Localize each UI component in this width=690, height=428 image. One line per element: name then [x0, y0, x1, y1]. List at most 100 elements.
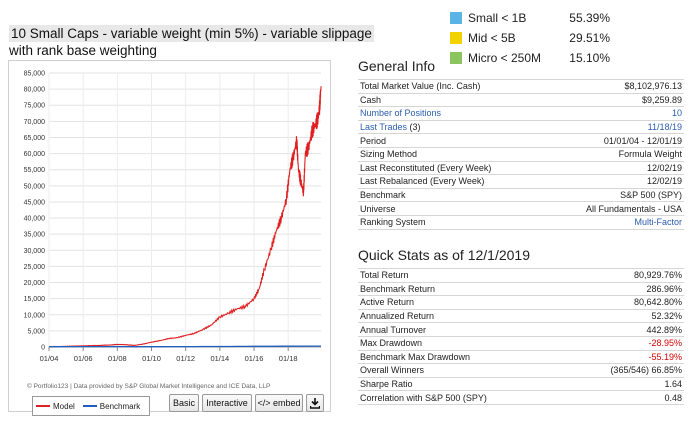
row-value: 52.32% — [563, 308, 684, 323]
embed-button[interactable]: </> embed — [255, 394, 303, 412]
row-value: -55.19% — [563, 349, 684, 364]
cap-pct: 15.10% — [569, 51, 610, 65]
table-row: Benchmark S&P 500 (SPY) — [358, 187, 684, 202]
number-of-positions-value-link[interactable]: 10 — [544, 106, 684, 121]
table-row: Ranking System Multi-Factor — [358, 214, 684, 230]
table-row: Max Drawdown -28.95% — [358, 335, 684, 351]
row-value: (365/546) 66.85% — [563, 363, 684, 378]
row-label: Benchmark Max Drawdown — [358, 349, 564, 364]
cap-label: Micro < 250M — [468, 51, 542, 65]
row-label: Overall Winners — [358, 363, 564, 378]
y-tick-label: 60,000 — [24, 151, 46, 158]
row-value: -28.95% — [563, 335, 684, 351]
y-tick-label: 0 — [41, 345, 45, 352]
y-tick-label: 25,000 — [24, 264, 46, 271]
table-row: Total Return 80,929.76% — [358, 268, 684, 283]
number-of-positions-link[interactable]: Number of Positions — [358, 106, 545, 121]
row-label: Last Reconstituted (Every Week) — [358, 160, 545, 175]
row-value: 442.89% — [563, 322, 684, 337]
last-trades-date-link[interactable]: 11/18/19 — [544, 119, 684, 134]
table-row: Active Return 80,642.80% — [358, 295, 684, 310]
row-label: Sharpe Ratio — [358, 376, 564, 391]
interactive-button[interactable]: Interactive — [202, 394, 252, 412]
y-tick-label: 80,000 — [24, 87, 46, 94]
table-row: Last Trades (3) 11/18/19 — [358, 119, 684, 134]
y-tick-label: 45,000 — [24, 199, 46, 206]
legend-benchmark-label: Benchmark — [99, 401, 141, 411]
quick-stats-table: Total Return 80,929.76% Benchmark Return 2… — [358, 268, 684, 405]
row-label: Ranking System — [358, 214, 545, 230]
basic-button[interactable]: Basic — [169, 394, 199, 412]
legend-model[interactable]: Model — [36, 402, 75, 411]
table-row: Benchmark Return 286.96% — [358, 281, 684, 296]
y-tick-label: 50,000 — [24, 183, 46, 190]
y-tick-label: 35,000 — [24, 232, 46, 239]
row-value: $9,259.89 — [544, 92, 684, 107]
y-tick-label: 40,000 — [24, 216, 46, 223]
performance-chart[interactable]: 0 5,000 10,000 15,000 20,000 25,000 30,000 35,0… — [8, 60, 332, 416]
last-trades-link[interactable]: Last Trades — [360, 122, 408, 133]
cap-pct: 29.51% — [569, 31, 610, 45]
y-tick-label: 10,000 — [24, 312, 46, 319]
table-row: Last Reconstituted (Every Week) 12/02/19 — [358, 160, 684, 175]
row-label: Correlation with S&P 500 (SPY) — [358, 390, 564, 405]
table-row: Annual Turnover 442.89% — [358, 322, 684, 337]
table-row: Annualized Return 52.32% — [358, 308, 684, 323]
cap-label: Small < 1B — [468, 11, 527, 25]
table-row: Total Market Value (Inc. Cash) $8,102,976… — [358, 79, 684, 94]
ranking-system-link[interactable]: Multi-Factor — [544, 214, 684, 230]
table-row: Number of Positions 10 — [358, 106, 684, 121]
x-tick-label: 01/14 — [210, 354, 229, 363]
row-value: Formula Weight — [544, 146, 684, 162]
x-tick-label: 01/08 — [108, 354, 127, 363]
cap-legend-small: Small < 1B 55.39% — [450, 8, 610, 28]
y-tick-label: 5,000 — [27, 328, 45, 335]
last-trades-count: (3) — [409, 122, 421, 133]
legend-benchmark[interactable]: Benchmark — [82, 401, 141, 411]
benchmark-series-line — [49, 345, 321, 348]
table-row: Cash $9,259.89 — [358, 92, 684, 107]
performance-chart-svg[interactable]: 0 5,000 10,000 15,000 20,000 25,000 30,000 35,0… — [9, 61, 332, 391]
y-tick-label: 15,000 — [24, 296, 46, 303]
row-value: 80,929.76% — [563, 268, 684, 283]
last-trades-cell: Last Trades (3) — [358, 119, 545, 134]
download-icon — [310, 397, 320, 409]
page-subtitle: with rank base weighting — [9, 43, 157, 58]
row-label: Cash — [358, 92, 545, 107]
cap-label: Mid < 5B — [468, 31, 516, 45]
chart-credit: © Portfolio123 | Data provided by S&P Gl… — [27, 383, 271, 390]
general-info-table: Total Market Value (Inc. Cash) $8,102,976… — [358, 79, 684, 230]
row-value: 12/02/19 — [544, 174, 684, 189]
table-row: Sharpe Ratio 1.64 — [358, 376, 684, 391]
table-row: Period 01/01/04 - 12/01/19 — [358, 133, 684, 148]
row-value: 01/01/04 - 12/01/19 — [544, 133, 684, 148]
x-tick-label: 01/12 — [176, 354, 195, 363]
cap-legend-micro: Micro < 250M 15.10% — [450, 48, 610, 68]
y-tick-label: 70,000 — [24, 119, 46, 126]
legend-model-line — [36, 405, 50, 407]
row-label: Max Drawdown — [358, 335, 564, 351]
general-info-title: General Info — [358, 58, 436, 74]
row-value: All Fundamentals - USA — [544, 201, 684, 216]
row-label: Total Market Value (Inc. Cash) — [358, 79, 545, 94]
cap-swatch-mid — [450, 32, 462, 44]
row-value: 80,642.80% — [563, 295, 684, 310]
table-row: Correlation with S&P 500 (SPY) 0.48 — [358, 390, 684, 405]
download-button[interactable] — [306, 394, 324, 412]
row-value: 286.96% — [563, 281, 684, 296]
row-value: 12/02/19 — [544, 160, 684, 175]
model-series-line — [48, 86, 322, 348]
y-tick-label: 85,000 — [24, 71, 46, 78]
row-label: Total Return — [358, 268, 564, 283]
table-row: Universe All Fundamentals - USA — [358, 201, 684, 216]
cap-swatch-micro — [450, 52, 462, 64]
row-label: Sizing Method — [358, 146, 545, 162]
row-label: Active Return — [358, 295, 564, 310]
x-tick-label: 01/16 — [245, 354, 264, 363]
y-tick-label: 20,000 — [24, 280, 46, 287]
row-label: Universe — [358, 201, 545, 216]
x-tick-label: 01/06 — [74, 354, 93, 363]
row-value: 1.64 — [563, 376, 684, 391]
row-value: 0.48 — [563, 390, 684, 405]
row-label: Benchmark — [358, 187, 545, 202]
